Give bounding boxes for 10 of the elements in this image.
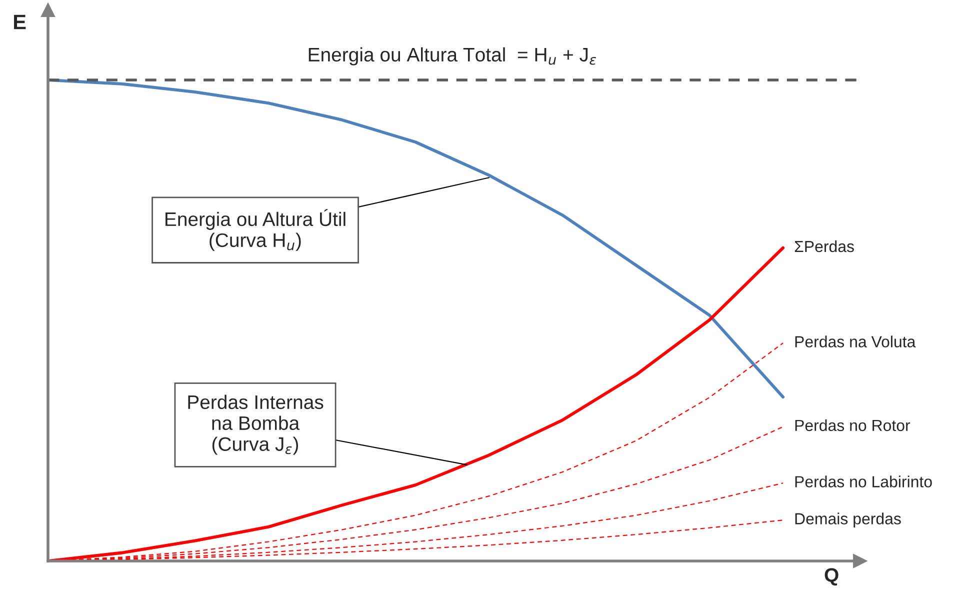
series-label: Perdas no Rotor [795, 419, 910, 432]
series-label: Demais perdas [795, 512, 901, 528]
ref-line-label: Energia ou Altura Total = H$_{u}$ + J$_{ε}$ [308, 47, 596, 66]
series-label: Perdas na Voluta [795, 336, 916, 348]
annotation: Perdas Internas na Bomba (Curva J$_{ε}$) [188, 394, 324, 455]
annotation: Energia ou Altura Útil (Curva H$_{u}$) [166, 209, 346, 251]
series-label: ΣPerdas [794, 240, 854, 252]
y-axis-title: E [14, 14, 26, 30]
series-label: Perdas no Labirinto [795, 476, 932, 488]
x-axis-title: Q [824, 568, 838, 586]
